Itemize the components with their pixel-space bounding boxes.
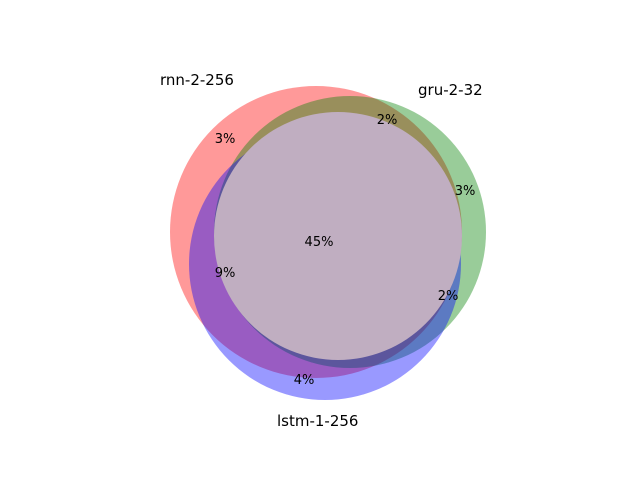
region-label-gru-lstm: 2% bbox=[438, 289, 459, 304]
region-label-rnn-lstm: 9% bbox=[215, 266, 236, 281]
set-label-rnn-2-256: rnn-2-256 bbox=[160, 71, 234, 89]
region-all-three bbox=[214, 112, 462, 360]
region-label-rnn-gru: 2% bbox=[377, 113, 398, 128]
set-label-gru-2-32: gru-2-32 bbox=[418, 81, 483, 99]
set-label-lstm-1-256: lstm-1-256 bbox=[277, 412, 358, 430]
region-label-all-three: 45% bbox=[305, 235, 334, 250]
region-label-rnn-only: 3% bbox=[215, 132, 236, 147]
region-label-lstm-only: 4% bbox=[294, 373, 315, 388]
region-label-gru-only: 3% bbox=[455, 184, 476, 199]
